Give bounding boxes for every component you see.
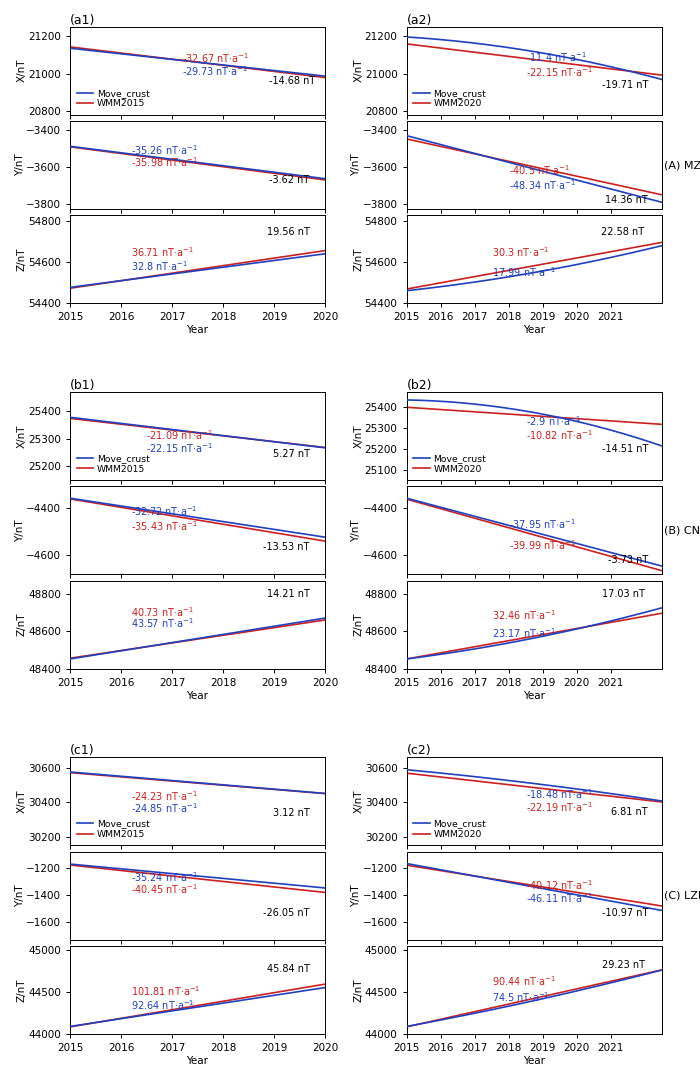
X-axis label: Year: Year [523, 1055, 545, 1066]
Text: (B) CNH: (B) CNH [664, 526, 700, 535]
Text: 19.56 nT: 19.56 nT [267, 227, 309, 237]
Text: 30.3 nT·a$^{-1}$: 30.3 nT·a$^{-1}$ [491, 245, 549, 259]
Text: -10.97 nT: -10.97 nT [601, 907, 648, 918]
Y-axis label: X/nT: X/nT [17, 424, 27, 448]
Text: 36.71 nT·a$^{-1}$: 36.71 nT·a$^{-1}$ [131, 245, 194, 259]
Legend: Move_crust, WMM2015: Move_crust, WMM2015 [74, 451, 153, 477]
Y-axis label: X/nT: X/nT [17, 790, 27, 813]
Y-axis label: Z/nT: Z/nT [354, 247, 363, 271]
Text: 32.8 nT·a$^{-1}$: 32.8 nT·a$^{-1}$ [131, 260, 188, 273]
Text: -10.82 nT·a$^{-1}$: -10.82 nT·a$^{-1}$ [526, 429, 592, 442]
Text: -35.98 nT·a$^{-1}$: -35.98 nT·a$^{-1}$ [131, 156, 198, 169]
Text: -11.4 nT·a$^{-1}$: -11.4 nT·a$^{-1}$ [526, 50, 587, 64]
Y-axis label: Y/nT: Y/nT [351, 885, 361, 907]
Legend: Move_crust, WMM2020: Move_crust, WMM2020 [410, 86, 489, 111]
Legend: Move_crust, WMM2015: Move_crust, WMM2015 [74, 817, 153, 842]
Text: 32.46 nT·a$^{-1}$: 32.46 nT·a$^{-1}$ [491, 609, 555, 623]
Text: -24.85 nT·a$^{-1}$: -24.85 nT·a$^{-1}$ [131, 802, 198, 815]
Text: 6.81 nT: 6.81 nT [611, 807, 648, 817]
Text: -40.5 nT·a$^{-1}$: -40.5 nT·a$^{-1}$ [508, 164, 570, 177]
Legend: Move_crust, WMM2020: Move_crust, WMM2020 [410, 451, 489, 477]
Y-axis label: Z/nT: Z/nT [354, 613, 363, 636]
Text: (b1): (b1) [70, 378, 95, 392]
Text: (a1): (a1) [70, 14, 95, 27]
Text: -35.43 nT·a$^{-1}$: -35.43 nT·a$^{-1}$ [131, 519, 198, 533]
Text: 3.12 nT: 3.12 nT [273, 808, 309, 818]
Text: -40.12 nT·a$^{-1}$: -40.12 nT·a$^{-1}$ [526, 878, 593, 892]
Text: -29.73 nT·a$^{-1}$: -29.73 nT·a$^{-1}$ [182, 64, 248, 78]
Text: 17.03 nT: 17.03 nT [601, 588, 645, 599]
X-axis label: Year: Year [186, 325, 209, 335]
Text: -32.72 nT·a$^{-1}$: -32.72 nT·a$^{-1}$ [131, 504, 197, 518]
Text: (c1): (c1) [70, 744, 94, 757]
Text: 29.23 nT: 29.23 nT [601, 960, 645, 970]
Text: -14.51 nT: -14.51 nT [601, 443, 648, 454]
Legend: Move_crust, WMM2020: Move_crust, WMM2020 [410, 817, 489, 842]
Text: 5.27 nT: 5.27 nT [273, 449, 309, 459]
Text: (C) LZH: (C) LZH [664, 891, 700, 901]
Text: -22.15 nT·a$^{-1}$: -22.15 nT·a$^{-1}$ [526, 65, 593, 79]
Text: 40.73 nT·a$^{-1}$: 40.73 nT·a$^{-1}$ [131, 605, 194, 619]
Y-axis label: X/nT: X/nT [17, 59, 27, 82]
X-axis label: Year: Year [186, 691, 209, 700]
Y-axis label: Z/nT: Z/nT [17, 247, 27, 271]
Y-axis label: Y/nT: Y/nT [351, 154, 361, 176]
Text: 43.57 nT·a$^{-1}$: 43.57 nT·a$^{-1}$ [131, 616, 194, 630]
Text: 23.17 nT·a$^{-1}$: 23.17 nT·a$^{-1}$ [491, 626, 555, 640]
Text: -3.62 nT: -3.62 nT [270, 175, 309, 184]
Text: 101.81 nT·a$^{-1}$: 101.81 nT·a$^{-1}$ [131, 984, 201, 998]
Text: -26.05 nT: -26.05 nT [263, 907, 309, 918]
Y-axis label: Y/nT: Y/nT [15, 519, 24, 542]
Y-axis label: Y/nT: Y/nT [15, 154, 24, 176]
Text: -22.19 nT·a$^{-1}$: -22.19 nT·a$^{-1}$ [526, 801, 593, 814]
Text: 14.21 nT: 14.21 nT [267, 588, 309, 599]
Y-axis label: Y/nT: Y/nT [15, 885, 24, 907]
Legend: Move_crust, WMM2015: Move_crust, WMM2015 [74, 86, 153, 111]
Text: -46.11 nT·a$^{-1}$: -46.11 nT·a$^{-1}$ [526, 891, 593, 905]
Y-axis label: X/nT: X/nT [354, 790, 363, 813]
Text: 45.84 nT: 45.84 nT [267, 964, 309, 973]
Text: 90.44 nT·a$^{-1}$: 90.44 nT·a$^{-1}$ [491, 974, 555, 988]
Text: -14.68 nT: -14.68 nT [269, 76, 315, 86]
Text: -32.67 nT·a$^{-1}$: -32.67 nT·a$^{-1}$ [182, 51, 249, 65]
Text: -48.34 nT·a$^{-1}$: -48.34 nT·a$^{-1}$ [508, 178, 575, 192]
Text: 92.64 nT·a$^{-1}$: 92.64 nT·a$^{-1}$ [131, 999, 195, 1013]
X-axis label: Year: Year [523, 691, 545, 700]
Text: -35.24 nT·a$^{-1}$: -35.24 nT·a$^{-1}$ [131, 870, 198, 884]
Text: 17.99 nT·a$^{-1}$: 17.99 nT·a$^{-1}$ [491, 264, 555, 278]
X-axis label: Year: Year [186, 1055, 209, 1066]
Y-axis label: Z/nT: Z/nT [17, 613, 27, 636]
Text: 22.58 nT: 22.58 nT [601, 227, 645, 237]
Text: -35.26 nT·a$^{-1}$: -35.26 nT·a$^{-1}$ [131, 144, 198, 158]
Text: -21.09 nT·a$^{-1}$: -21.09 nT·a$^{-1}$ [146, 427, 214, 441]
Text: 74.5 nT·a$^{-1}$: 74.5 nT·a$^{-1}$ [491, 990, 549, 1004]
Text: 14.36 nT: 14.36 nT [606, 195, 648, 205]
Text: (a2): (a2) [407, 14, 432, 27]
Text: (A) MZL: (A) MZL [664, 160, 700, 169]
Y-axis label: Z/nT: Z/nT [354, 979, 363, 1002]
Y-axis label: X/nT: X/nT [354, 59, 363, 82]
Text: -24.23 nT·a$^{-1}$: -24.23 nT·a$^{-1}$ [131, 789, 198, 803]
Text: -22.15 nT·a$^{-1}$: -22.15 nT·a$^{-1}$ [146, 441, 214, 455]
Text: -13.53 nT: -13.53 nT [263, 542, 309, 552]
Text: -39.99 nT·a$^{-1}$: -39.99 nT·a$^{-1}$ [508, 537, 575, 551]
Text: -40.45 nT·a$^{-1}$: -40.45 nT·a$^{-1}$ [131, 883, 198, 897]
Y-axis label: Y/nT: Y/nT [351, 519, 361, 542]
Text: -18.48 nT·a$^{-1}$: -18.48 nT·a$^{-1}$ [526, 788, 593, 802]
Text: (c2): (c2) [407, 744, 431, 757]
Text: (b2): (b2) [407, 378, 432, 392]
X-axis label: Year: Year [523, 325, 545, 335]
Y-axis label: X/nT: X/nT [354, 424, 363, 448]
Text: -37.95 nT·a$^{-1}$: -37.95 nT·a$^{-1}$ [508, 517, 575, 531]
Text: -2.9 nT·a$^{-1}$: -2.9 nT·a$^{-1}$ [526, 415, 580, 429]
Text: -3.73 nT: -3.73 nT [608, 555, 648, 565]
Text: -19.71 nT: -19.71 nT [601, 80, 648, 90]
Y-axis label: Z/nT: Z/nT [17, 979, 27, 1002]
